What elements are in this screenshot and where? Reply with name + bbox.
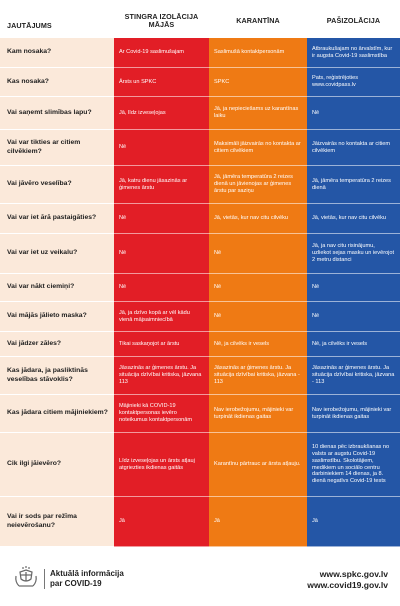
question-cell: Vai jāvēro veselība? [0, 166, 114, 204]
footer: Aktuālā informācija par COVID-19 www.spk… [0, 547, 400, 606]
strict-isolation-cell: Tikai saskaņojot ar ārstu [114, 332, 209, 357]
self-isolation-cell: Jā, vietās, kur nav citu cilvēku [307, 204, 400, 234]
covid19-link[interactable]: www.covid19.gov.lv [307, 580, 388, 591]
self-isolation-cell: Jā, ja nav citu risinājumu, uzliekot sej… [307, 234, 400, 274]
strict-isolation-cell: Nē [114, 234, 209, 274]
header-question: JAUTĀJUMS [7, 20, 52, 30]
quarantine-cell: Jā, ja nepieciešams uz karantīnas laiku [209, 97, 307, 130]
latvia-coat-of-arms-icon [15, 566, 37, 587]
self-isolation-cell: Nē [307, 274, 400, 302]
self-isolation-cell: Nē [307, 302, 400, 332]
quarantine-cell: Nē [209, 302, 307, 332]
self-isolation-cell: Jā, jāmēra temperatūra 2 reizes dienā [307, 166, 400, 204]
quarantine-cell: Nē [209, 274, 307, 302]
question-cell: Vai var nākt ciemiņi? [0, 274, 114, 302]
question-cell: Kas jādara, ja pasliktinās veselības stā… [0, 357, 114, 395]
strict-isolation-cell: Ar Covid-19 saslimušajam [114, 38, 209, 68]
quarantine-cell: Jāsazinās ar ģimenes ārstu. Ja situācija… [209, 357, 307, 395]
footer-line-2: par COVID-19 [50, 579, 102, 588]
question-cell: Vai var iet ārā pastaigāties? [0, 204, 114, 234]
quarantine-cell: Nē, ja cilvēks ir vesels [209, 332, 307, 357]
spkc-link[interactable]: www.spkc.gov.lv [319, 569, 388, 579]
quarantine-cell: Jā, vietās, kur nav citu cilvēku [209, 204, 307, 234]
footer-info: Aktuālā informācija par COVID-19 [50, 569, 124, 589]
question-cell: Vai ir sods par režīma neievērošanu? [0, 497, 114, 547]
footer-divider [44, 569, 45, 589]
strict-isolation-cell: Nē [114, 204, 209, 234]
strict-isolation-cell: Nē [114, 274, 209, 302]
strict-isolation-cell: Ārsts un SPKC [114, 68, 209, 97]
footer-links: www.spkc.gov.lv www.covid19.gov.lv [307, 569, 388, 591]
question-cell: Vai var iet uz veikalu? [0, 234, 114, 274]
quarantine-cell: Karantīnu pārtrauc ar ārsta atļauju. [209, 433, 307, 497]
question-cell: Vai saņemt slimības lapu? [0, 97, 114, 130]
self-isolation-cell: Pats, reģistrējoties www.covidpass.lv [307, 68, 400, 97]
strict-isolation-cell: Mājinieki kā COVID-19 kontaktpersonas ie… [114, 395, 209, 433]
self-isolation-cell: Jāsazinās ar ģimenes ārstu. Ja situācija… [307, 357, 400, 395]
quarantine-cell: Jā, jāmēra temperatūra 2 reizes dienā un… [209, 166, 307, 204]
header-strict-isolation: STINGRA IZOLĀCIJA MĀJĀS [124, 11, 199, 29]
strict-isolation-cell: Jāsazinās ar ģimenes ārstu. Ja situācija… [114, 357, 209, 395]
self-isolation-cell: Atbraukušajam no ārvalstīm, kur ir augst… [307, 38, 400, 68]
question-cell: Kas nosaka? [0, 68, 114, 97]
self-isolation-cell: Nē [307, 97, 400, 130]
quarantine-cell: SPKC [209, 68, 307, 97]
question-cell: Kas jādara citiem mājiniekiem? [0, 395, 114, 433]
strict-isolation-cell: Nē [114, 130, 209, 166]
strict-isolation-cell: Jā, katru dienu jāsazinās ar ģimenes ārs… [114, 166, 209, 204]
header-self-isolation: PAŠIZOLĀCIJA [326, 15, 381, 25]
self-isolation-cell: Jā [307, 497, 400, 547]
strict-isolation-cell: Jā, līdz izveseļojas [114, 97, 209, 130]
header-quarantine: KARANTĪNA [236, 15, 280, 25]
strict-isolation-cell: Jā, ja dzīvo kopā ar vēl kādu vienā mājs… [114, 302, 209, 332]
strict-isolation-cell: Līdz izveseļojas un ārsts atļauj atgriez… [114, 433, 209, 497]
self-isolation-cell: Nē, ja cilvēks ir vesels [307, 332, 400, 357]
quarantine-cell: Saslimušā kontaktpersonām [209, 38, 307, 68]
self-isolation-cell: Nav ierobežojumu, mājinieki var turpināt… [307, 395, 400, 433]
self-isolation-cell: 10 dienas pēc izbraukšanas no valsts ar … [307, 433, 400, 497]
quarantine-cell: Nav ierobežojumu, mājinieki var turpināt… [209, 395, 307, 433]
question-cell: Cik ilgi jāievēro? [0, 433, 114, 497]
question-cell: Kam nosaka? [0, 38, 114, 68]
question-cell: Vai jādzer zāles? [0, 332, 114, 357]
question-cell: Vai mājās jālieto maska? [0, 302, 114, 332]
quarantine-cell: Nē [209, 234, 307, 274]
strict-isolation-cell: Jā [114, 497, 209, 547]
self-isolation-cell: Jāizvairās no kontakta ar citiem cilvēki… [307, 130, 400, 166]
footer-line-1: Aktuālā informācija [50, 569, 124, 578]
quarantine-cell: Jā [209, 497, 307, 547]
question-cell: Vai var tikties ar citiem cilvēkiem? [0, 130, 114, 166]
rules-grid: Kam nosaka? Ar Covid-19 saslimušajam Sas… [0, 38, 400, 547]
quarantine-cell: Maksimāli jāizvairās no kontakta ar citi… [209, 130, 307, 166]
table-header: JAUTĀJUMS STINGRA IZOLĀCIJA MĀJĀS KARANT… [0, 0, 400, 38]
